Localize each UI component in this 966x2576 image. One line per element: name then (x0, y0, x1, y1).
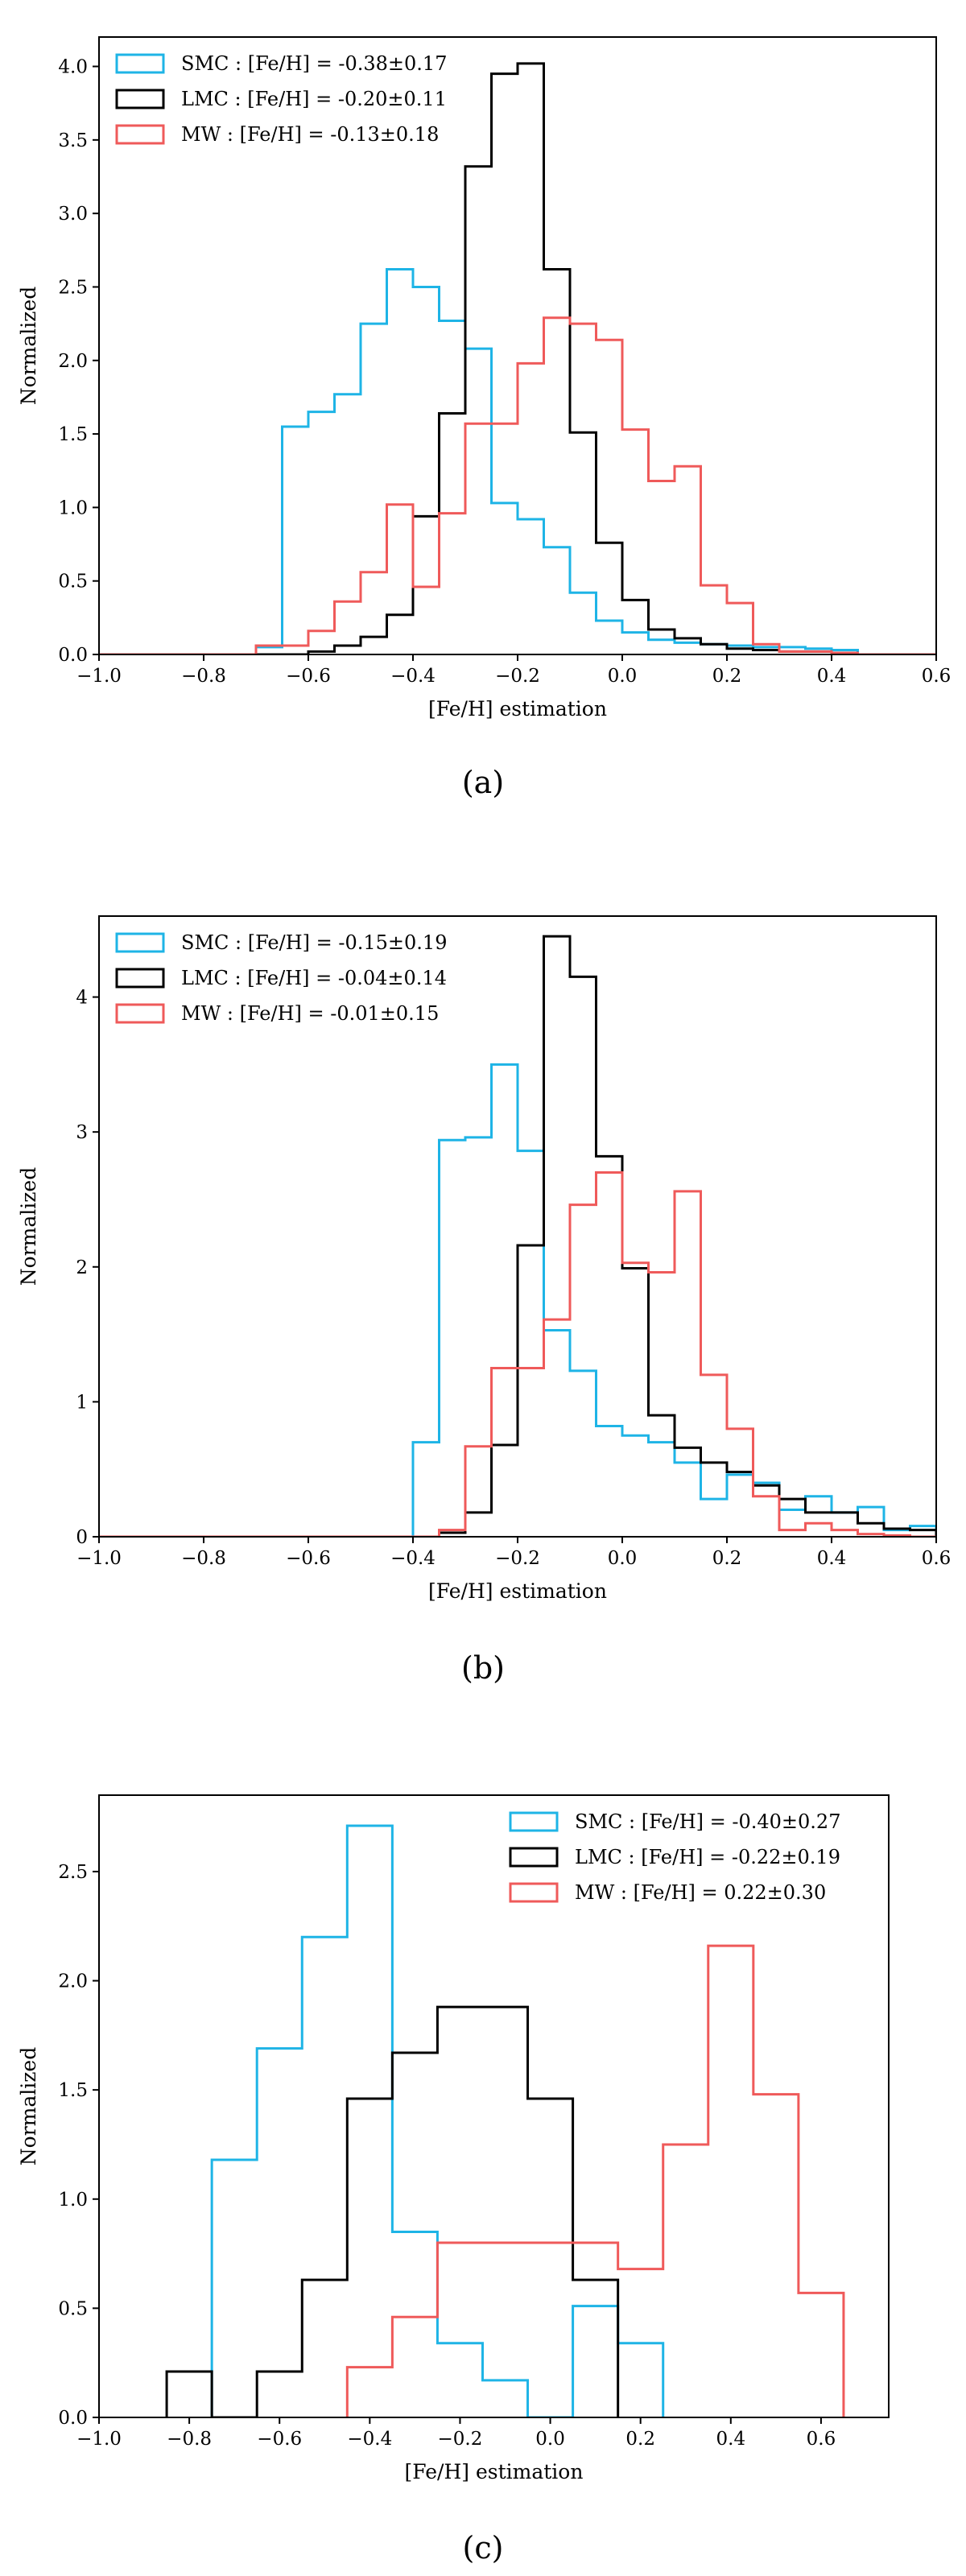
y-tick-label: 2.5 (58, 1862, 88, 1883)
x-tick-label: −0.4 (347, 2429, 392, 2450)
x-tick-label: 0.6 (807, 2429, 836, 2450)
x-tick-label: −0.6 (286, 666, 331, 687)
x-axis-label: [Fe/H] estimation (428, 697, 607, 720)
legend-swatch-mw (509, 1882, 559, 1903)
x-tick-label: 0.2 (712, 1548, 742, 1569)
x-tick-label: −0.4 (390, 1548, 436, 1569)
series-smc-histogram (99, 1063, 936, 1537)
legend-label-mw: MW : [Fe/H] = -0.13±0.18 (181, 123, 439, 146)
series-mw-histogram (345, 1944, 845, 2417)
x-axis-label: [Fe/H] estimation (405, 2460, 584, 2483)
legend-swatch-lmc (509, 1847, 559, 1868)
x-tick-label: 0.6 (922, 1548, 952, 1569)
y-tick-label: 4 (76, 988, 88, 1009)
y-tick-label: 3.0 (58, 204, 88, 225)
x-tick-label: −0.2 (495, 666, 540, 687)
legend-label-smc: SMC : [Fe/H] = -0.38±0.17 (181, 52, 447, 75)
series-lmc-histogram (99, 935, 936, 1537)
series-lmc-histogram (165, 2005, 620, 2417)
y-tick-label: 0.0 (58, 2408, 88, 2429)
legend-label-lmc: LMC : [Fe/H] = -0.20±0.11 (181, 88, 447, 110)
y-tick-label: 0.5 (58, 2298, 88, 2319)
y-tick-label: 1.0 (58, 497, 88, 518)
legend: SMC : [Fe/H] = -0.40±0.27 LMC : [Fe/H] = … (509, 1810, 840, 1904)
legend-label-mw: MW : [Fe/H] = 0.22±0.30 (575, 1881, 826, 1904)
legend-swatch-lmc (115, 89, 165, 109)
panel-caption: (a) (462, 765, 504, 800)
plot-area (165, 1824, 845, 2417)
x-tick-label: 0.0 (535, 2429, 565, 2450)
x-tick-label: −1.0 (76, 2429, 122, 2450)
x-tick-label: 0.4 (817, 666, 847, 687)
x-tick-label: −0.8 (181, 666, 226, 687)
y-tick-label: 2 (76, 1257, 88, 1278)
x-tick-label: 0.0 (608, 666, 638, 687)
chart-panel-2: −1.0 −0.8 −0.6 −0.4 −0.2 0.0 0.2 0.4 0.6 0 1 2 3 4 [Fe… (17, 915, 952, 1686)
x-tick-label: −0.6 (286, 1548, 331, 1569)
chart-panel-3: −1.0 −0.8 −0.6 −0.4 −0.2 0.0 0.2 0.4 0.6 0.0 0.5 1.… (17, 1794, 890, 2566)
x-tick-label: −0.2 (495, 1548, 540, 1569)
y-tick-label: 1.0 (58, 2190, 88, 2211)
plot-area (99, 935, 936, 1537)
x-tick-label: −0.8 (181, 1548, 226, 1569)
x-tick-label: 0.6 (922, 666, 952, 687)
y-axis-label: Normalized (17, 287, 40, 405)
legend-label-smc: SMC : [Fe/H] = -0.40±0.27 (575, 1810, 840, 1833)
legend-swatch-smc (115, 932, 165, 953)
legend-label-lmc: LMC : [Fe/H] = -0.22±0.19 (575, 1846, 840, 1868)
y-tick-label: 4.0 (58, 57, 88, 78)
plot-area (99, 62, 936, 654)
x-tick-label: −1.0 (76, 666, 122, 687)
chart-panel-1: −1.0 −0.8 −0.6 −0.4 −0.2 0.0 0.2 0.4 0.6 0.0 0.5 1.… (17, 36, 952, 800)
x-tick-label: 0.2 (712, 666, 742, 687)
y-tick-label: 0 (76, 1527, 88, 1548)
legend-label-mw: MW : [Fe/H] = -0.01±0.15 (181, 1002, 439, 1025)
y-tick-label: 1 (76, 1392, 88, 1413)
x-tick-label: 0.0 (608, 1548, 638, 1569)
legend-swatch-mw (115, 124, 165, 145)
x-tick-label: −0.8 (167, 2429, 212, 2450)
series-smc-histogram (99, 268, 936, 654)
y-axis-label: Normalized (17, 1167, 40, 1286)
y-tick-label: 2.0 (58, 351, 88, 372)
y-tick-label: 3.5 (58, 130, 88, 151)
y-tick-label: 1.5 (58, 2080, 88, 2101)
y-tick-label: 0.5 (58, 572, 88, 592)
y-tick-label: 3 (76, 1122, 88, 1143)
legend-swatch-smc (115, 53, 165, 74)
x-tick-label: −0.4 (390, 666, 436, 687)
series-mw-histogram (99, 316, 936, 654)
y-tick-label: 1.5 (58, 424, 88, 445)
legend: SMC : [Fe/H] = -0.38±0.17 LMC : [Fe/H] = … (115, 52, 447, 146)
panel-caption: (c) (463, 2530, 504, 2566)
legend-label-lmc: LMC : [Fe/H] = -0.04±0.14 (181, 967, 447, 989)
x-tick-label: −1.0 (76, 1548, 122, 1569)
legend-swatch-lmc (115, 968, 165, 989)
panel-caption: (b) (461, 1650, 505, 1686)
legend: SMC : [Fe/H] = -0.15±0.19 LMC : [Fe/H] = … (115, 931, 447, 1025)
legend-swatch-mw (115, 1003, 165, 1024)
legend-label-smc: SMC : [Fe/H] = -0.15±0.19 (181, 931, 447, 954)
y-tick-label: 2.0 (58, 1971, 88, 1992)
x-tick-label: −0.6 (257, 2429, 302, 2450)
legend-swatch-smc (509, 1811, 559, 1832)
x-tick-label: 0.4 (716, 2429, 746, 2450)
x-tick-label: 0.2 (625, 2429, 655, 2450)
x-tick-label: 0.4 (817, 1548, 847, 1569)
y-tick-label: 2.5 (58, 277, 88, 298)
series-lmc-histogram (99, 62, 936, 654)
x-tick-label: −0.2 (438, 2429, 483, 2450)
y-axis-label: Normalized (17, 2047, 40, 2165)
series-mw-histogram (99, 1170, 936, 1537)
axes-frame (98, 1794, 890, 2418)
y-tick-label: 0.0 (58, 645, 88, 666)
series-smc-histogram (210, 1824, 665, 2417)
x-axis-label: [Fe/H] estimation (428, 1579, 607, 1603)
